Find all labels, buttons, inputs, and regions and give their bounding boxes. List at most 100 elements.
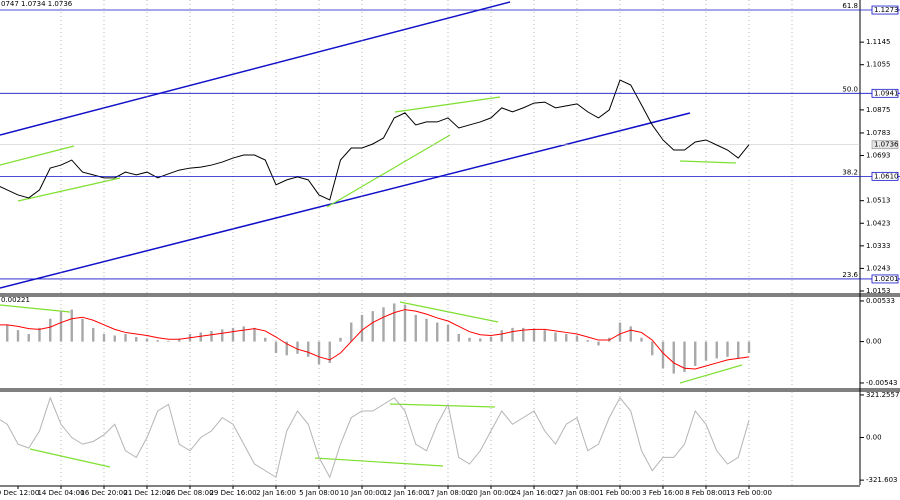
bar <box>253 327 256 342</box>
bar <box>264 337 267 342</box>
bar <box>382 307 385 342</box>
bar <box>360 314 364 342</box>
bar <box>135 337 138 342</box>
bar <box>307 341 310 357</box>
bar <box>49 318 52 342</box>
bar <box>640 337 643 342</box>
bar <box>124 333 127 342</box>
bar <box>274 341 278 354</box>
bar <box>468 337 471 342</box>
bar <box>393 303 396 342</box>
bar <box>145 338 149 342</box>
x-tick-label: 3 Feb 16:00 <box>642 489 683 497</box>
line <box>0 309 750 370</box>
x-tick-label: 10 Jan 00:00 <box>340 489 384 497</box>
bar <box>199 332 202 342</box>
x-tick-label: 12 Jan 16:00 <box>383 489 427 497</box>
y-tick-label: 0.00 <box>866 434 882 442</box>
trend-line <box>17 177 121 202</box>
bar <box>694 341 697 366</box>
bar <box>511 327 514 342</box>
bar <box>457 333 460 342</box>
trend-line <box>326 134 451 208</box>
bar <box>38 327 41 342</box>
trend-line <box>0 304 71 313</box>
x-tick-label: 21 Dec 12:00 <box>123 489 170 497</box>
bar <box>629 326 632 342</box>
fib-level-label: 50.0 <box>842 85 858 93</box>
y-tick-label: -0.00543 <box>866 379 897 387</box>
bar <box>350 322 353 342</box>
bar <box>6 324 9 342</box>
trend-line <box>394 96 501 113</box>
bar <box>436 322 439 342</box>
bar <box>285 341 288 356</box>
trend-line <box>314 457 444 467</box>
bar <box>167 340 170 342</box>
bar <box>704 341 708 361</box>
y-tick-label: 1.0153 <box>866 287 891 295</box>
x-tick-label: 14 Dec 04:00 <box>37 489 84 497</box>
price-box-label: 1.0610 <box>874 172 899 180</box>
bar <box>221 329 224 342</box>
y-tick-label: -321.603 <box>866 476 897 484</box>
bar <box>339 337 342 342</box>
bar <box>737 341 740 359</box>
bar <box>92 327 95 342</box>
bar <box>683 341 686 373</box>
bar <box>672 341 675 374</box>
trend-line <box>29 448 111 468</box>
x-tick-label: 24 Jan 16:00 <box>512 489 556 497</box>
x-tick-label: 2 Jan 16:00 <box>256 489 296 497</box>
x-tick-label: 20 Jan 00:00 <box>469 489 513 497</box>
bar <box>651 341 654 356</box>
bar <box>70 309 73 342</box>
price-box-label: 1.0201 <box>874 275 899 283</box>
price-box-label: 1.0736 <box>874 141 899 149</box>
x-tick-label: 16 Dec 20:00 <box>80 489 127 497</box>
price-box <box>871 140 899 150</box>
bar <box>178 338 181 342</box>
annotations <box>0 1 743 468</box>
y-tick-label: 1.1055 <box>866 61 891 69</box>
y-tick-label: 1.1145 <box>866 38 891 46</box>
bar <box>554 332 557 342</box>
line <box>0 79 750 201</box>
y-tick-label: 1.0423 <box>866 219 891 227</box>
price-box <box>871 5 899 15</box>
header: 0.00221 <box>1 296 30 304</box>
bar <box>575 335 579 342</box>
y-tick-label: 0.00 <box>866 338 882 346</box>
price-box-label: 1.1273 <box>874 6 899 14</box>
bar <box>543 330 546 342</box>
bar <box>371 311 374 342</box>
x-tick-label: 27 Jan 08:00 <box>555 489 599 497</box>
bar <box>156 340 159 342</box>
bar <box>210 330 213 342</box>
price-box-label: 1.0941 <box>874 89 899 97</box>
bar <box>565 333 568 342</box>
bar <box>317 341 321 365</box>
trend-line <box>399 301 499 323</box>
x-tick-label: 17 Jan 08:00 <box>426 489 470 497</box>
bar <box>403 305 407 342</box>
price-box <box>871 88 899 98</box>
bar <box>726 341 729 357</box>
bar <box>328 341 331 363</box>
channel-upper <box>0 1 511 136</box>
bar <box>425 318 428 342</box>
bar <box>81 318 84 342</box>
y-tick-label: 321.2557 <box>866 391 899 399</box>
fib-level-label: 61.8 <box>842 2 858 10</box>
bar <box>59 311 63 342</box>
price-box <box>871 171 899 181</box>
bar <box>479 338 482 342</box>
x-tick-label: 9 Dec 12:00 <box>0 489 39 497</box>
bar <box>414 314 417 342</box>
bar <box>102 333 106 342</box>
channel-lower <box>0 112 691 289</box>
bar <box>113 335 116 342</box>
fib-level-label: 23.6 <box>842 271 858 279</box>
